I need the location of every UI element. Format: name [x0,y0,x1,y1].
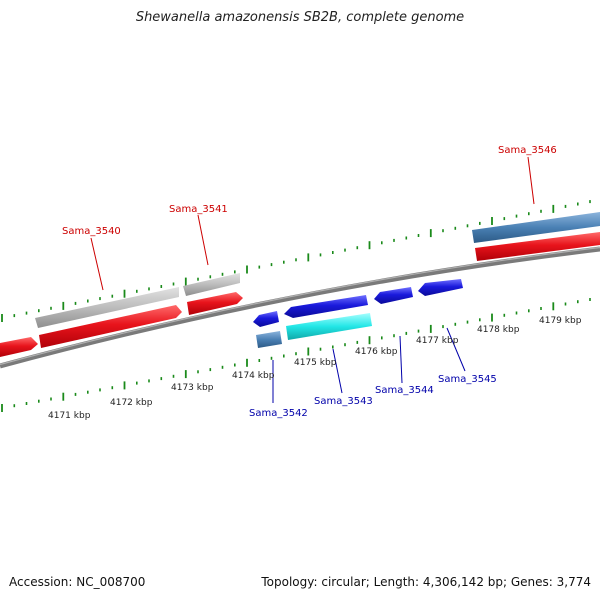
gene-label-sama-3541[interactable]: Sama_3541 [169,204,228,215]
scale-label-4175: 4175 kbp [294,358,337,368]
scale-label-4171: 4171 kbp [48,411,91,421]
cds-arrow-left-partial[interactable] [0,337,38,357]
leader-line-sama-3544 [399,335,403,384]
forward-tick-row [1,200,591,322]
cds-arrow-sama-3545[interactable] [418,279,463,296]
scale-label-4173: 4173 kbp [171,383,214,393]
scale-label-4172: 4172 kbp [110,398,153,408]
scale-label-4179: 4179 kbp [539,316,582,326]
cds-arrow-sama-3540[interactable] [39,305,182,348]
scale-label-4177: 4177 kbp [416,336,459,346]
gene-label-sama-3546[interactable]: Sama_3546 [498,145,557,156]
cds-arrow-sama-3544[interactable] [374,287,413,304]
leader-line-sama-3540 [90,237,104,291]
gene-label-sama-3542[interactable]: Sama_3542 [249,408,308,419]
gene-label-sama-3545[interactable]: Sama_3545 [438,374,497,385]
scale-label-4178: 4178 kbp [477,325,520,335]
genome-backbone [0,246,600,369]
scale-label-4176: 4176 kbp [355,347,398,357]
cds-arrow-sama-3541[interactable] [187,292,243,315]
gene-label-sama-3544[interactable]: Sama_3544 [375,385,434,396]
genome-summary-text: Topology: circular; Length: 4,306,142 bp… [261,575,591,589]
genome-backbone-highlight [0,246,600,366]
gene-bar-sama-3546[interactable] [472,212,600,243]
leader-line-sama-3545 [446,327,466,372]
cds-arrow-sama-3542[interactable] [253,311,279,327]
scale-label-4174: 4174 kbp [232,371,275,381]
gene-bar-sama-3542[interactable] [256,331,282,348]
leader-line-sama-3543 [332,348,343,394]
gene-bar-sama-3543[interactable] [286,313,372,340]
gene-label-sama-3543[interactable]: Sama_3543 [314,396,373,407]
cds-arrow-sama-3546[interactable] [475,232,600,261]
gene-bar-sama-3541[interactable] [183,273,240,296]
genome-title: Shewanella amazonensis SB2B, complete ge… [135,10,465,25]
cds-arrow-sama-3543[interactable] [284,295,368,318]
accession-text: Accession: NC_008700 [9,575,146,589]
gene-bar-sama-3540[interactable] [35,287,179,328]
leader-line-sama-3541 [197,214,209,266]
reverse-tick-row [1,298,591,412]
gene-label-sama-3540[interactable]: Sama_3540 [62,226,121,237]
leader-line-sama-3546 [527,156,535,205]
